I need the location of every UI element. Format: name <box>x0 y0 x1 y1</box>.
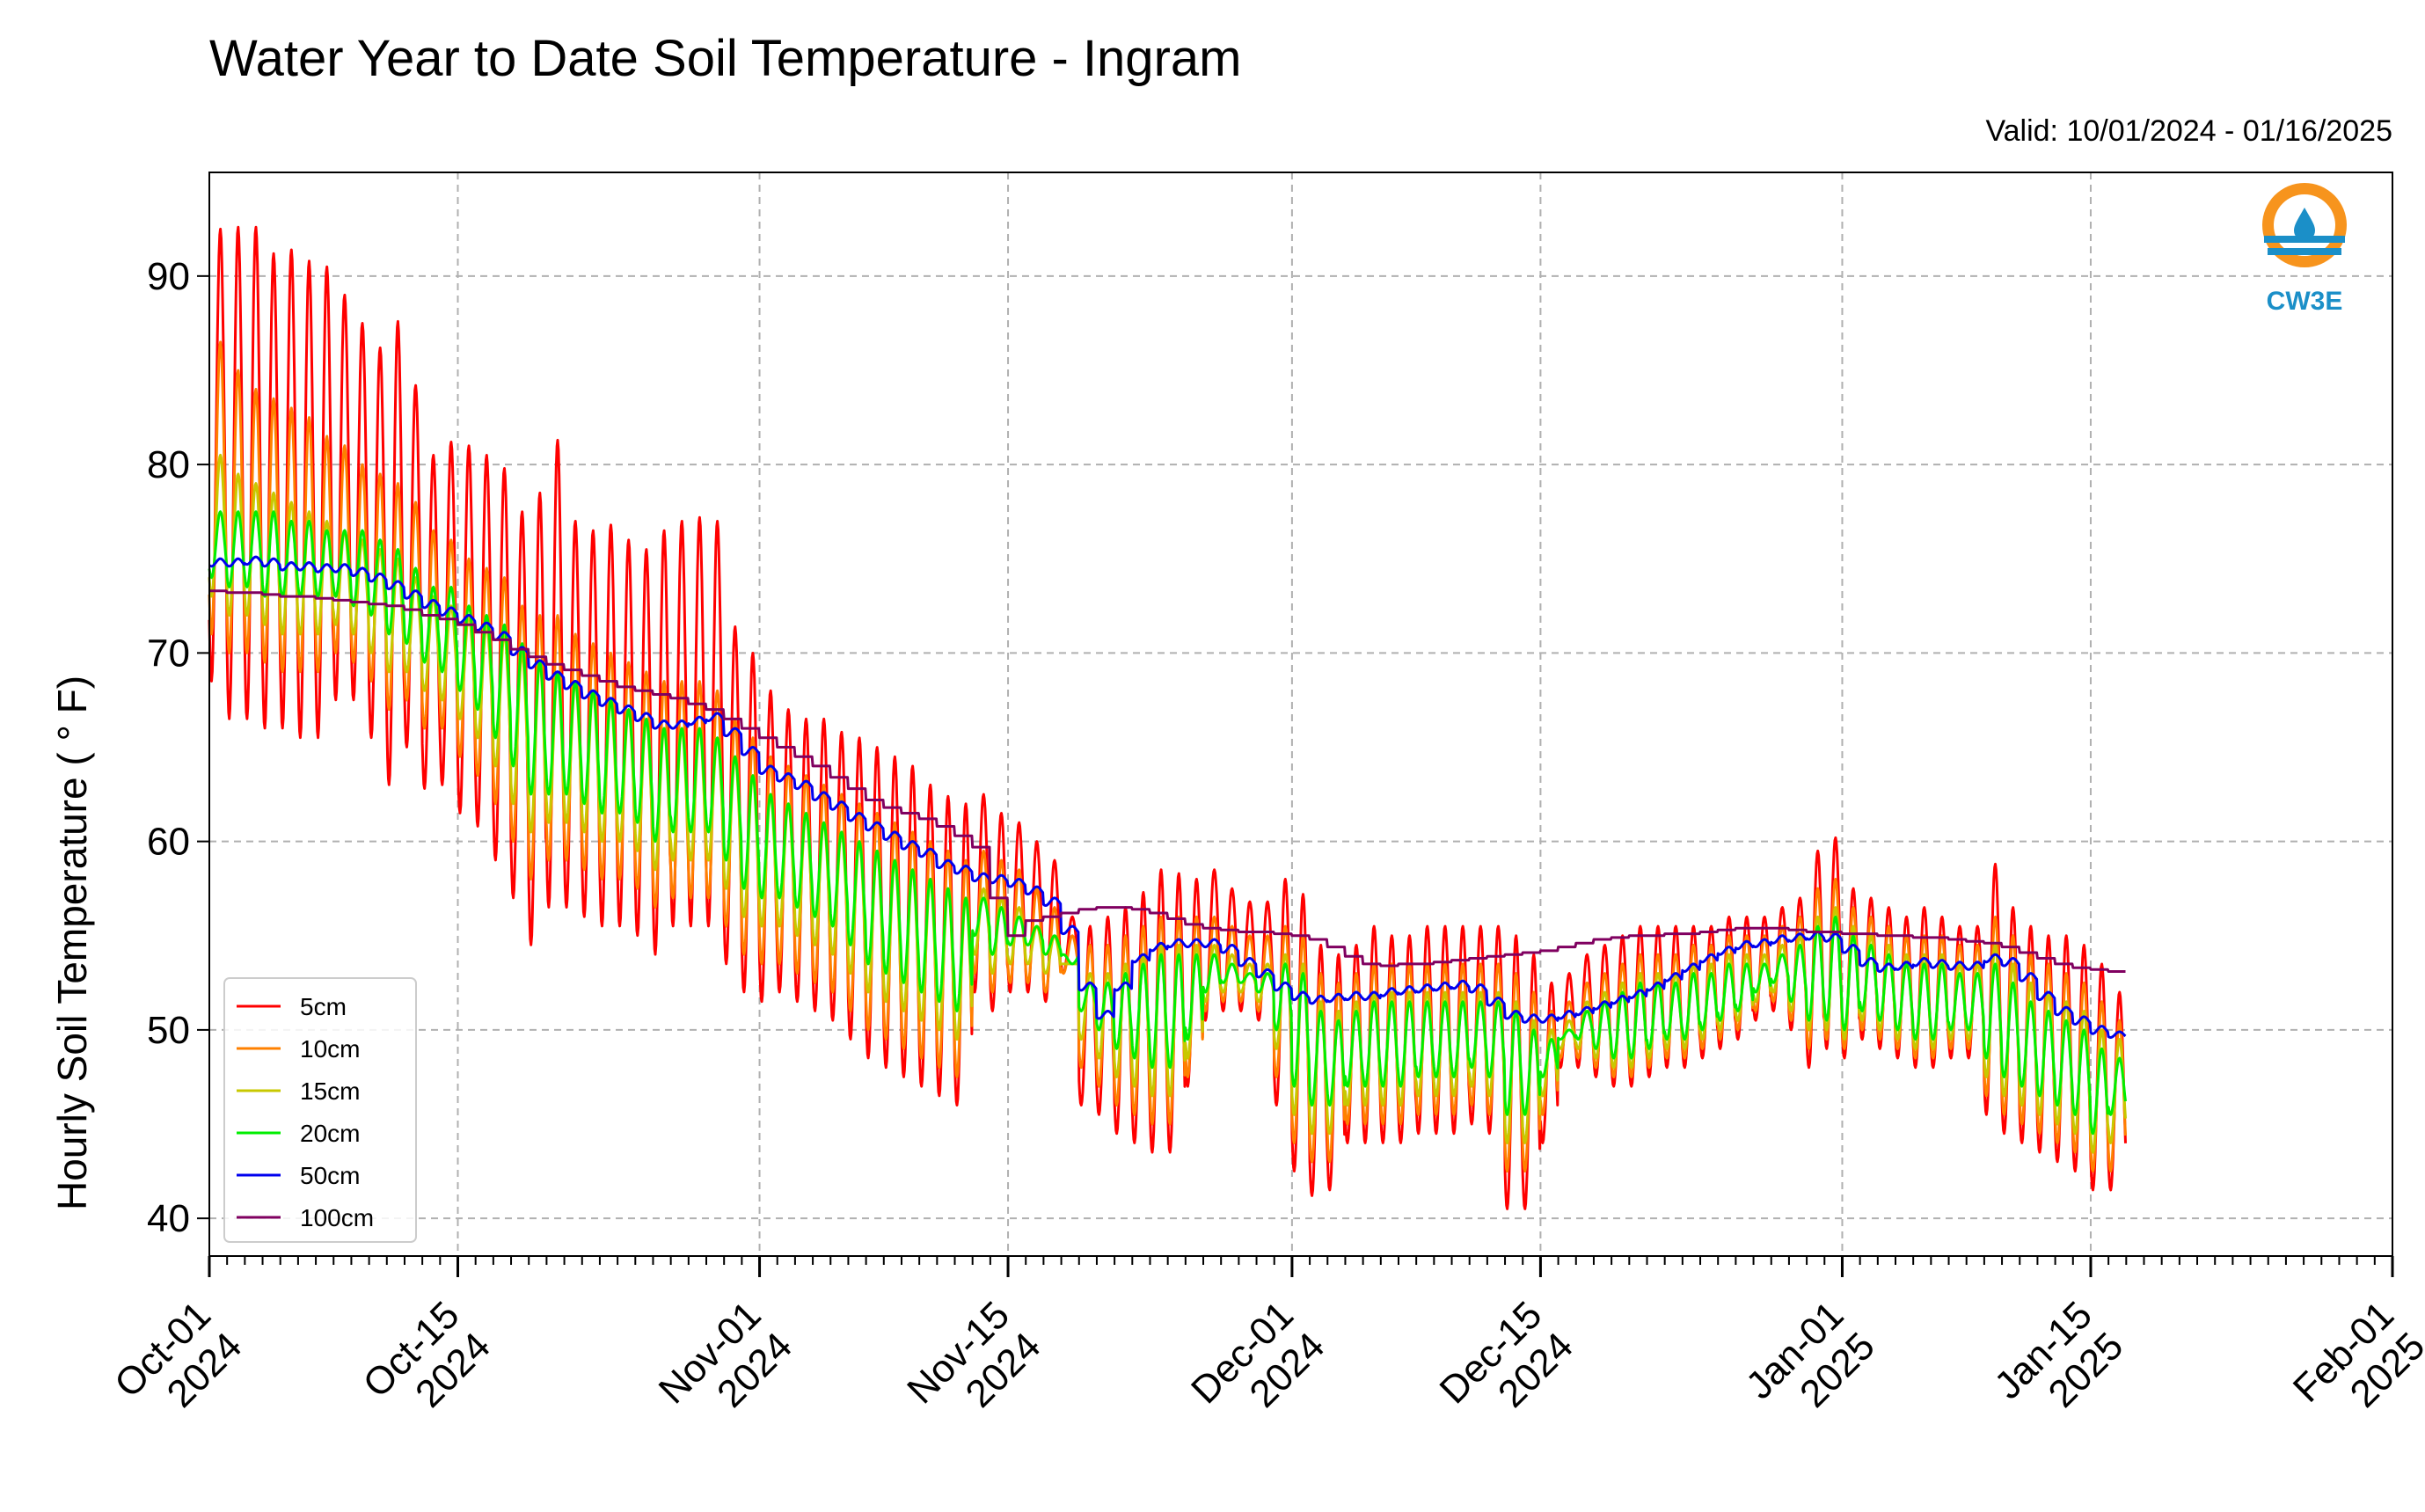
y-axis-label: Hourly Soil Temperature ( ° F) <box>49 676 95 1210</box>
series-line-20cm <box>208 510 2127 1136</box>
y-tick-label: 40 <box>147 1197 190 1240</box>
axes-frame <box>208 172 2393 1257</box>
legend-label: 100cm <box>300 1204 374 1231</box>
x-tick-label: Oct-152024 <box>355 1293 499 1436</box>
y-tick-label: 70 <box>147 632 190 675</box>
x-tick-label: Nov-012024 <box>651 1293 800 1443</box>
x-tick-label: Jan-012025 <box>1738 1293 1883 1438</box>
x-axis: Oct-012024 Oct-152024 Nov-012024 Nov-152024… <box>106 1256 2425 1443</box>
logo-waves-2 <box>2268 248 2341 255</box>
x-tick-label: Oct-012024 <box>106 1293 250 1436</box>
logo-waves <box>2264 236 2345 243</box>
series-line-100cm <box>208 589 2127 973</box>
legend-label: 10cm <box>300 1035 360 1063</box>
logo-drop-icon <box>2294 208 2315 241</box>
y-axis: 40 50 60 70 80 90 <box>147 255 209 1240</box>
legend: 5cm 10cm 15cm 20cm 50cm 100cm <box>223 977 417 1243</box>
legend-label: 20cm <box>300 1120 360 1147</box>
x-tick-label: Nov-152024 <box>899 1293 1048 1443</box>
y-tick-label: 80 <box>147 443 190 486</box>
y-tick-label: 60 <box>147 821 190 864</box>
legend-label: 50cm <box>300 1162 360 1189</box>
y-tick-label: 50 <box>147 1009 190 1052</box>
valid-range-label: Valid: 10/01/2024 - 01/16/2025 <box>1985 114 2392 148</box>
x-tick-label: Dec-012024 <box>1183 1293 1333 1443</box>
logo-text: CW3E <box>2267 287 2343 316</box>
plot-area <box>208 225 2127 1210</box>
x-tick-label: Feb-012025 <box>2285 1293 2425 1442</box>
x-tick-label: Jan-152025 <box>1986 1293 2131 1438</box>
series-line-50cm <box>208 555 2127 1039</box>
chart-title: Water Year to Date Soil Temperature - In… <box>209 30 1241 87</box>
cw3e-logo: CW3E <box>2262 183 2347 316</box>
legend-label: 5cm <box>300 993 347 1020</box>
y-tick-label: 90 <box>147 255 190 298</box>
x-tick-label: Dec-152024 <box>1432 1293 1581 1443</box>
legend-label: 15cm <box>300 1077 360 1105</box>
